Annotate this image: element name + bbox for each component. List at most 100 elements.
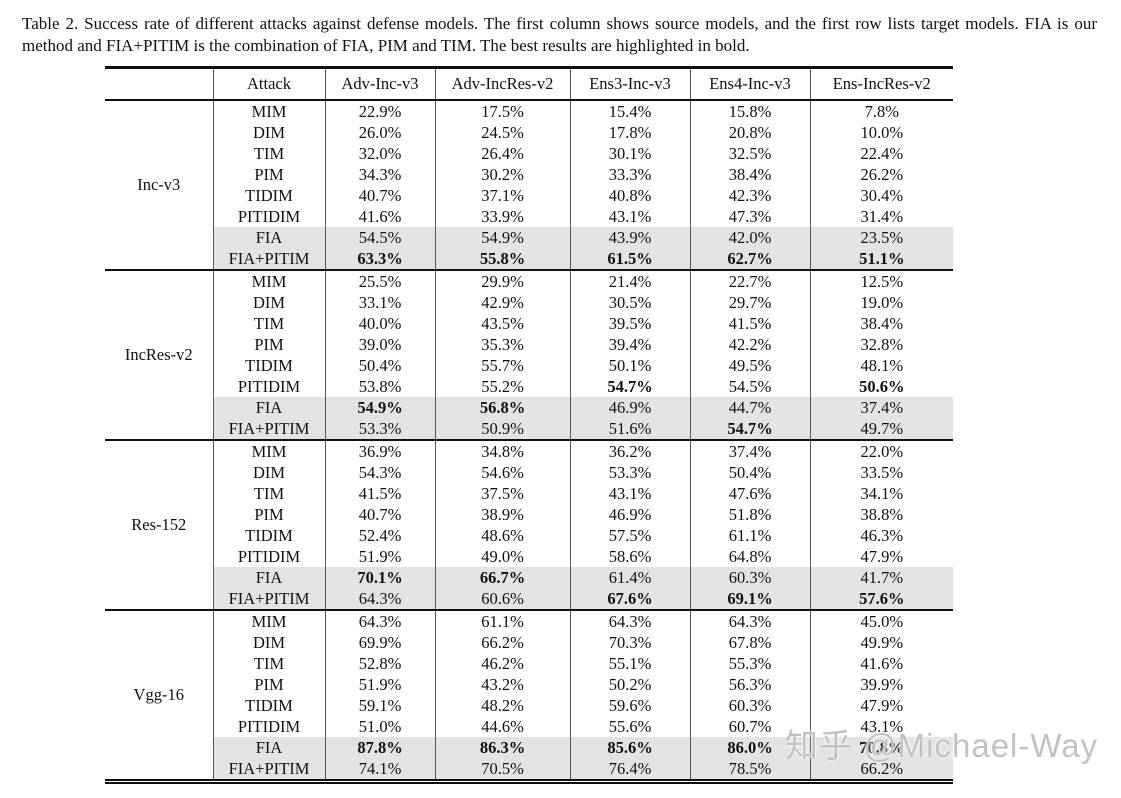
table-body: Inc-v3 MIM 22.9% 17.5% 15.4% 15.8% 7.8% DIM 26.0… [105,98,953,782]
table-row: DIM 26.0% 24.5% 17.8% 20.8% 10.0% [105,121,953,143]
table-row: PITIDIM 53.8% 55.2% 54.7% 54.5% 50.6% [105,375,953,397]
cell-attack-name: PIM [212,503,325,525]
col-header: Adv-Inc-v3 [324,67,435,101]
cell-value: 33.3% [569,163,690,185]
cell-value: 30.4% [809,184,953,206]
cell-value: 61.1% [434,608,570,632]
cell-value: 39.0% [324,333,435,355]
cell-attack-name: FIA [212,396,325,418]
cell-value: 42.2% [689,333,810,355]
cell-attack-name: FIA [212,226,325,248]
cell-value: 57.5% [569,524,690,546]
cell-value: 60.3% [689,566,810,588]
cell-value: 26.2% [809,163,953,185]
cell-value: 42.3% [689,184,810,206]
cell-attack-name: FIA+PITIM [212,757,325,782]
cell-attack-name: DIM [212,121,325,143]
cell-value: 57.6% [809,587,953,610]
cell-value: 53.3% [569,461,690,483]
cell-value: 66.2% [809,757,953,782]
cell-attack-name: MIM [212,438,325,462]
cell-attack-name: TIM [212,142,325,164]
table-row: FIA 87.8% 86.3% 85.6% 86.0% 70.8% [105,736,953,758]
cell-value: 64.3% [324,587,435,610]
cell-value: 63.3% [324,247,435,270]
cell-value: 44.6% [434,715,570,737]
cell-value: 46.3% [809,524,953,546]
table-row: FIA+PITIM 74.1% 70.5% 76.4% 78.5% 66.2% [105,757,953,782]
cell-value: 49.9% [809,631,953,653]
cell-value: 37.1% [434,184,570,206]
cell-attack-name: TIM [212,312,325,334]
cell-value: 52.8% [324,652,435,674]
cell-value: 10.0% [809,121,953,143]
cell-value: 59.1% [324,694,435,716]
cell-value: 54.6% [434,461,570,483]
cell-value: 38.8% [809,503,953,525]
table-row: TIDIM 40.7% 37.1% 40.8% 42.3% 30.4% [105,184,953,206]
cell-value: 55.6% [569,715,690,737]
cell-value: 54.5% [324,226,435,248]
cell-value: 70.5% [434,757,570,782]
cell-value: 66.7% [434,566,570,588]
cell-value: 42.9% [434,291,570,313]
cell-value: 34.3% [324,163,435,185]
cell-value: 54.9% [324,396,435,418]
cell-value: 56.8% [434,396,570,418]
cell-value: 54.3% [324,461,435,483]
cell-value: 51.9% [324,545,435,567]
cell-value: 54.9% [434,226,570,248]
col-header: Ens3-Inc-v3 [569,67,690,101]
table-row: PIM 40.7% 38.9% 46.9% 51.8% 38.8% [105,503,953,525]
cell-value: 53.3% [324,417,435,440]
table-row: PITIDIM 41.6% 33.9% 43.1% 47.3% 31.4% [105,205,953,227]
table-row: FIA 54.5% 54.9% 43.9% 42.0% 23.5% [105,226,953,248]
cell-attack-name: MIM [212,98,325,122]
cell-attack-name: TIM [212,652,325,674]
table-row: TIDIM 50.4% 55.7% 50.1% 49.5% 48.1% [105,354,953,376]
cell-value: 50.6% [809,375,953,397]
cell-value: 46.2% [434,652,570,674]
cell-value: 40.7% [324,184,435,206]
cell-value: 59.6% [569,694,690,716]
cell-attack-name: FIA [212,566,325,588]
cell-value: 74.1% [324,757,435,782]
cell-attack-name: PIM [212,673,325,695]
cell-value: 61.4% [569,566,690,588]
cell-value: 15.4% [569,98,690,122]
cell-value: 70.3% [569,631,690,653]
cell-attack-name: PITIDIM [212,545,325,567]
cell-value: 44.7% [689,396,810,418]
table-row: FIA+PITIM 53.3% 50.9% 51.6% 54.7% 49.7% [105,417,953,440]
table-row: PIM 51.9% 43.2% 50.2% 56.3% 39.9% [105,673,953,695]
cell-value: 48.2% [434,694,570,716]
cell-value: 60.3% [689,694,810,716]
cell-value: 54.7% [689,417,810,440]
cell-attack-name: TIDIM [212,354,325,376]
cell-value: 43.2% [434,673,570,695]
cell-value: 43.1% [569,482,690,504]
cell-value: 67.8% [689,631,810,653]
cell-value: 64.3% [569,608,690,632]
cell-value: 43.5% [434,312,570,334]
cell-value: 69.9% [324,631,435,653]
cell-attack-name: PITIDIM [212,375,325,397]
col-header: Attack [212,67,325,101]
cell-value: 67.6% [569,587,690,610]
cell-value: 49.0% [434,545,570,567]
cell-value: 22.4% [809,142,953,164]
table-row: PITIDIM 51.9% 49.0% 58.6% 64.8% 47.9% [105,545,953,567]
cell-attack-name: TIDIM [212,184,325,206]
cell-value: 40.7% [324,503,435,525]
cell-value: 58.6% [569,545,690,567]
cell-value: 24.5% [434,121,570,143]
cell-value: 25.5% [324,268,435,292]
results-table: Attack Adv-Inc-v3 Adv-IncRes-v2 Ens3-Inc-v3… [105,65,953,784]
cell-value: 54.5% [689,375,810,397]
cell-value: 39.4% [569,333,690,355]
cell-value: 22.7% [689,268,810,292]
cell-value: 39.5% [569,312,690,334]
cell-value: 51.0% [324,715,435,737]
table-row: TIM 52.8% 46.2% 55.1% 55.3% 41.6% [105,652,953,674]
cell-value: 15.8% [689,98,810,122]
